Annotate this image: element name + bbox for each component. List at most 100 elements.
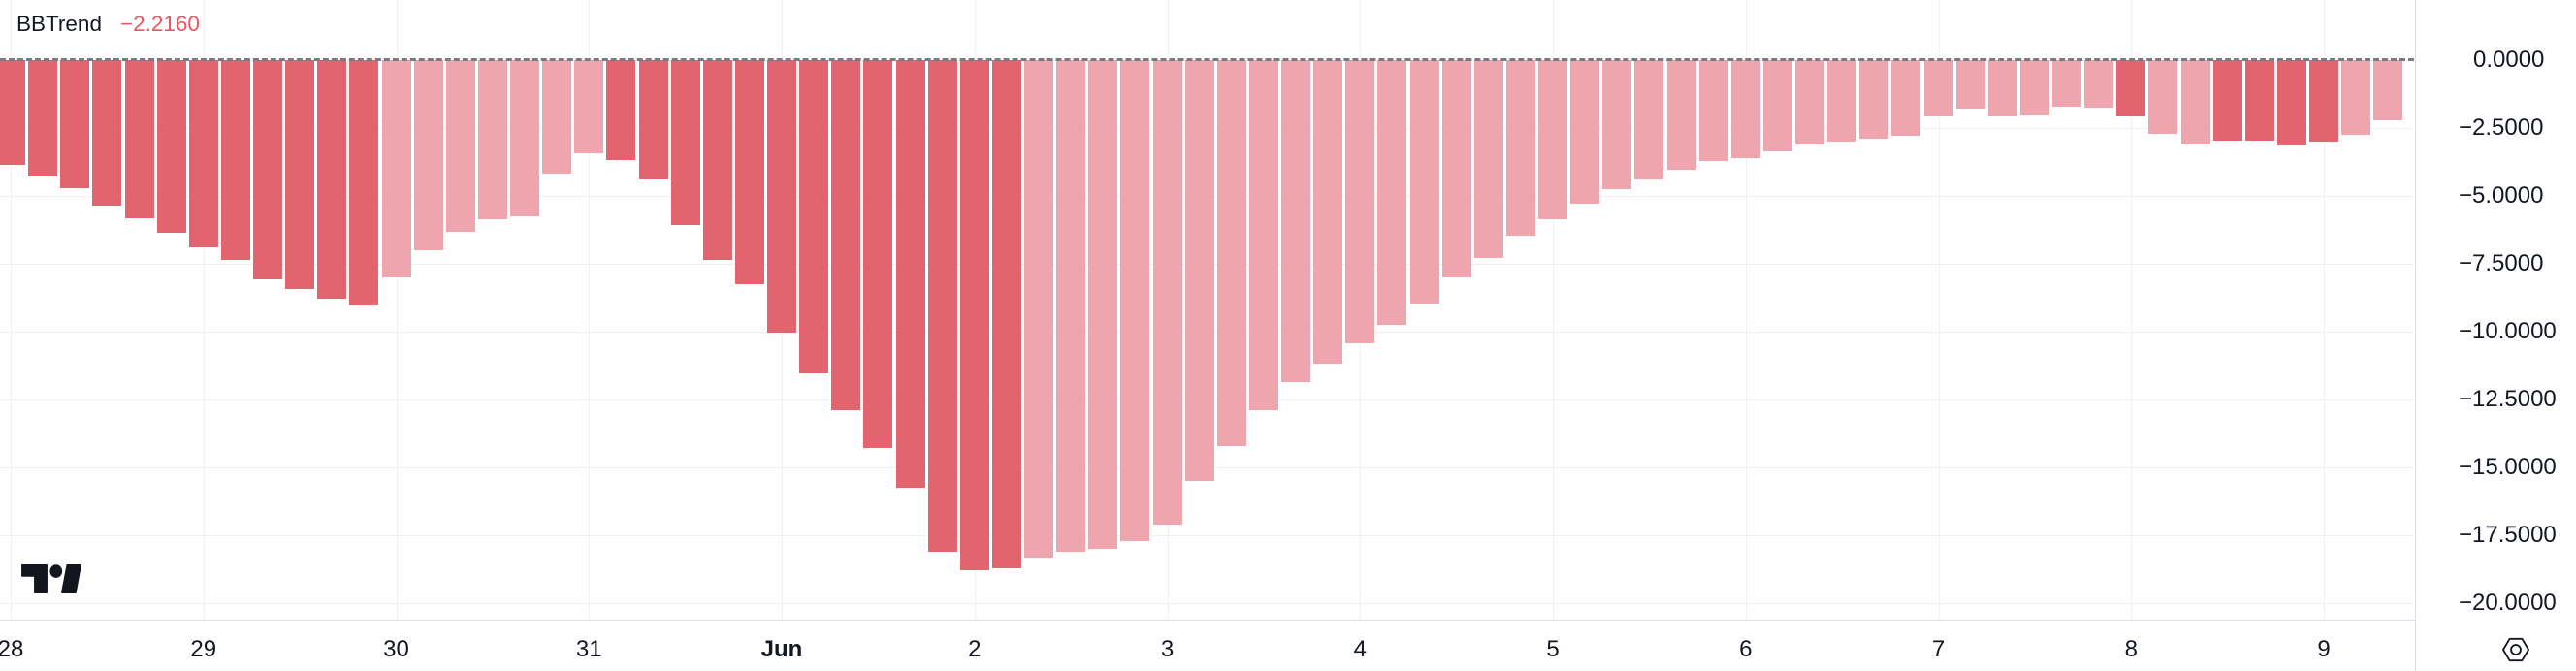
bbtrend-bar <box>927 60 957 552</box>
vertical-gridline <box>1553 0 1554 620</box>
bbtrend-bar <box>60 60 90 188</box>
price-axis-label: −10.0000 <box>2459 318 2557 344</box>
vertical-gridline <box>589 0 591 620</box>
bbtrend-bar <box>638 60 668 180</box>
bbtrend-bar <box>702 60 732 261</box>
bbtrend-bar <box>2116 60 2146 116</box>
bbtrend-bar <box>1120 60 1150 542</box>
vertical-gridline <box>1938 0 1940 620</box>
bbtrend-bar <box>124 60 154 219</box>
time-axis-label: 3 <box>1160 636 1175 662</box>
bbtrend-bar <box>2019 60 2049 116</box>
bbtrend-bar <box>285 60 315 290</box>
bbtrend-bar <box>413 60 443 250</box>
time-axis-label: 2 <box>968 636 982 662</box>
bbtrend-bar <box>799 60 829 373</box>
bbtrend-bar <box>1473 60 1503 259</box>
bbtrend-bar <box>1570 60 1600 204</box>
horizontal-gridline <box>0 535 2414 536</box>
bbtrend-bar <box>606 60 636 161</box>
bbtrend-bar <box>445 60 475 233</box>
time-axis-label: 29 <box>190 636 217 662</box>
vertical-gridline <box>2324 0 2325 620</box>
time-axis-label: 5 <box>1546 636 1560 662</box>
bbtrend-bar <box>220 60 250 261</box>
bbtrend-bar <box>1024 60 1053 559</box>
bbtrend-bar <box>156 60 186 234</box>
bbtrend-bar <box>1409 60 1439 304</box>
bbtrend-bar <box>317 60 347 300</box>
bbtrend-bar <box>1377 60 1407 325</box>
bbtrend-bar <box>2212 60 2242 142</box>
bbtrend-bar <box>991 60 1021 568</box>
bbtrend-bar <box>1634 60 1664 179</box>
price-axis-label: −17.5000 <box>2459 522 2557 548</box>
bbtrend-bar <box>1666 60 1696 171</box>
bbtrend-bar <box>959 60 989 570</box>
bbtrend-bar <box>2341 60 2371 135</box>
bbtrend-bar <box>1216 60 1246 446</box>
time-axis-label: 8 <box>2124 636 2138 662</box>
bbtrend-bar <box>542 60 572 175</box>
vertical-gridline <box>203 0 205 620</box>
bbtrend-bar <box>1955 60 1985 110</box>
bbtrend-bar <box>863 60 893 449</box>
indicator-value: −2.2160 <box>119 12 200 36</box>
price-axis-label: −2.5000 <box>2459 114 2544 141</box>
bbtrend-bar <box>1345 60 1375 344</box>
hexagon-nut-icon <box>2502 637 2529 662</box>
bbtrend-bar <box>1762 60 1792 152</box>
bbtrend-bar <box>1281 60 1310 382</box>
bbtrend-bar <box>0 60 25 166</box>
price-axis-settings-button[interactable] <box>2500 634 2531 665</box>
bbtrend-bar <box>381 60 411 277</box>
bbtrend-bar <box>2309 60 2338 142</box>
bbtrend-bar <box>1891 60 1921 136</box>
bbtrend-bar <box>2276 60 2306 146</box>
bbtrend-bar <box>1441 60 1471 277</box>
bbtrend-bar <box>1698 60 1728 162</box>
time-axis-label: 30 <box>383 636 409 662</box>
price-axis-label: −15.0000 <box>2459 454 2557 480</box>
time-axis-label: 28 <box>0 636 24 662</box>
bbtrend-bar <box>349 60 379 305</box>
bbtrend-bar <box>1859 60 1889 140</box>
bbtrend-bar <box>670 60 700 225</box>
bbtrend-bar <box>92 60 122 207</box>
price-axis[interactable]: 0.0000 −2.5000 −5.0000 −7.5000 −10.0000 −12.5… <box>2415 0 2576 671</box>
bbtrend-bar <box>1795 60 1824 144</box>
vertical-gridline <box>1745 0 1747 620</box>
bbtrend-bar <box>1505 60 1535 236</box>
bbtrend-bar <box>2052 60 2081 107</box>
time-axis[interactable]: 28 29 30 31 Jun 2 3 4 5 6 7 8 9 <box>0 620 2415 671</box>
bbtrend-bar <box>253 60 282 280</box>
price-axis-label: −7.5000 <box>2459 250 2544 276</box>
bbtrend-bar <box>895 60 925 489</box>
bbtrend-bar <box>1248 60 1278 411</box>
bbtrend-bar <box>477 60 507 219</box>
bbtrend-bar <box>831 60 861 411</box>
bbtrend-bar <box>2244 60 2274 141</box>
bbtrend-bar <box>1987 60 2017 116</box>
vertical-gridline <box>396 0 398 620</box>
indicator-title[interactable]: BBTrend <box>16 12 102 36</box>
tradingview-logo[interactable] <box>21 564 81 598</box>
vertical-gridline <box>11 0 12 620</box>
time-axis-label: 4 <box>1353 636 1367 662</box>
bbtrend-bar <box>1184 60 1214 481</box>
bbtrend-bar <box>1827 60 1857 142</box>
bbtrend-bar <box>1088 60 1118 549</box>
tradingview-logo-icon <box>21 564 81 593</box>
chart-canvas[interactable] <box>0 0 2414 620</box>
bbtrend-bar <box>2084 60 2114 109</box>
indicator-legend[interactable]: BBTrend −2.2160 <box>16 11 200 37</box>
bbtrend-bar <box>1152 60 1182 525</box>
horizontal-gridline <box>0 603 2414 604</box>
time-axis-label: 6 <box>1739 636 1753 662</box>
bbtrend-bar <box>1923 60 1953 116</box>
price-axis-label: −20.0000 <box>2459 590 2557 616</box>
bbtrend-bar <box>767 60 796 333</box>
price-axis-label: −12.5000 <box>2459 386 2557 412</box>
time-axis-label: 9 <box>2317 636 2331 662</box>
